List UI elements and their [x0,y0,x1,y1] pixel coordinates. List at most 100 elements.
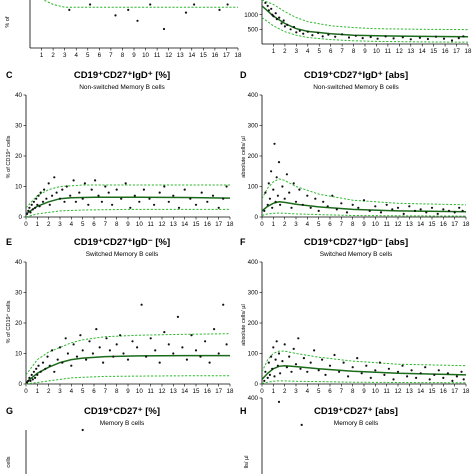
x-tick-label: 5 [317,221,321,228]
data-point [26,212,29,215]
x-tick-label: 1 [36,221,40,228]
data-point [326,205,329,208]
x-tick-label: 15 [429,388,436,395]
data-point [309,206,312,209]
x-tick-label: 4 [306,221,310,228]
x-tick-label: 6 [92,388,96,395]
y-tick-label: 20 [15,153,22,160]
data-point [272,15,275,18]
data-point [462,35,465,38]
data-point [163,331,166,334]
data-point [35,197,38,200]
plot-content [277,400,303,426]
reference-band-line [262,350,467,373]
data-point [263,379,266,382]
data-point [81,349,84,352]
plot-content [26,176,231,218]
data-point [27,209,30,212]
x-tick-label: 3 [63,52,67,59]
data-point [267,9,270,12]
data-point [32,200,36,203]
plot-area-f: 0 1 2 3 4 5 6 7 8 9 10 11 12 13 14 15 16 17 18010020030040… [248,259,470,395]
x-tick-label: 17 [215,388,222,395]
data-point [392,378,395,381]
x-tick-label: 7 [340,221,344,228]
data-point [48,203,51,206]
data-point [297,337,300,340]
data-point [387,367,390,370]
data-point [442,208,445,211]
data-point [158,361,161,364]
data-point [47,182,50,185]
reference-band-line [26,333,231,376]
data-point [72,179,75,182]
data-point [278,16,281,19]
data-point [204,340,207,343]
data-point [396,206,400,209]
x-tick-label: 11 [147,388,154,395]
x-tick-label: 9 [363,48,367,55]
x-tick-label: 13 [407,48,414,55]
reference-band-line [26,375,230,385]
data-point [288,191,291,194]
data-point [300,423,303,426]
data-point [298,188,301,191]
x-tick-label: 14 [181,388,188,395]
data-point [442,376,445,379]
y-tick-label: 40 [15,92,22,99]
x-tick-label: 13 [170,221,177,228]
x-tick-label: 18 [235,52,242,59]
x-tick-label: 17 [223,52,230,59]
data-point [72,343,75,346]
x-tick-label: 8 [115,221,119,228]
data-point [172,352,175,355]
data-point [83,182,86,185]
x-tick-label: 3 [58,221,62,228]
data-point [272,188,275,191]
data-point [122,352,125,355]
data-point [306,194,309,197]
x-tick-label: 15 [430,48,437,55]
x-tick-label: 10 [372,221,379,228]
data-point [30,373,33,376]
data-point [153,203,156,206]
data-point [66,352,69,355]
data-point [140,303,143,306]
data-point [65,185,68,188]
data-point [290,370,293,373]
plot-content [262,0,469,43]
data-point [396,370,400,373]
data-point [85,358,88,361]
data-point [341,33,344,36]
x-tick-label: 1 [40,52,44,59]
data-point [272,346,275,349]
x-tick-label: 12 [395,388,402,395]
data-point [61,188,64,191]
data-point [286,23,289,26]
x-tick-label: 8 [115,388,119,395]
x-tick-label: 9 [126,388,130,395]
data-point [290,206,293,209]
data-point [462,378,465,381]
x-tick-label: 17 [215,221,222,228]
plot-content [42,0,238,31]
data-point [145,355,148,358]
data-point [184,11,188,14]
data-point [69,194,72,197]
data-point [43,188,46,191]
data-point [100,200,103,203]
x-tick-label: 10 [372,388,379,395]
data-point [79,334,82,337]
data-point [283,343,286,346]
data-point [379,211,383,214]
data-point [317,209,320,212]
data-point [268,197,271,200]
data-point [447,209,451,212]
y-tick-label: 20 [15,320,22,327]
data-point [401,36,404,39]
x-tick-label: 16 [440,388,447,395]
data-point [189,197,192,200]
x-tick-label: 11 [383,388,390,395]
data-point [282,19,285,22]
